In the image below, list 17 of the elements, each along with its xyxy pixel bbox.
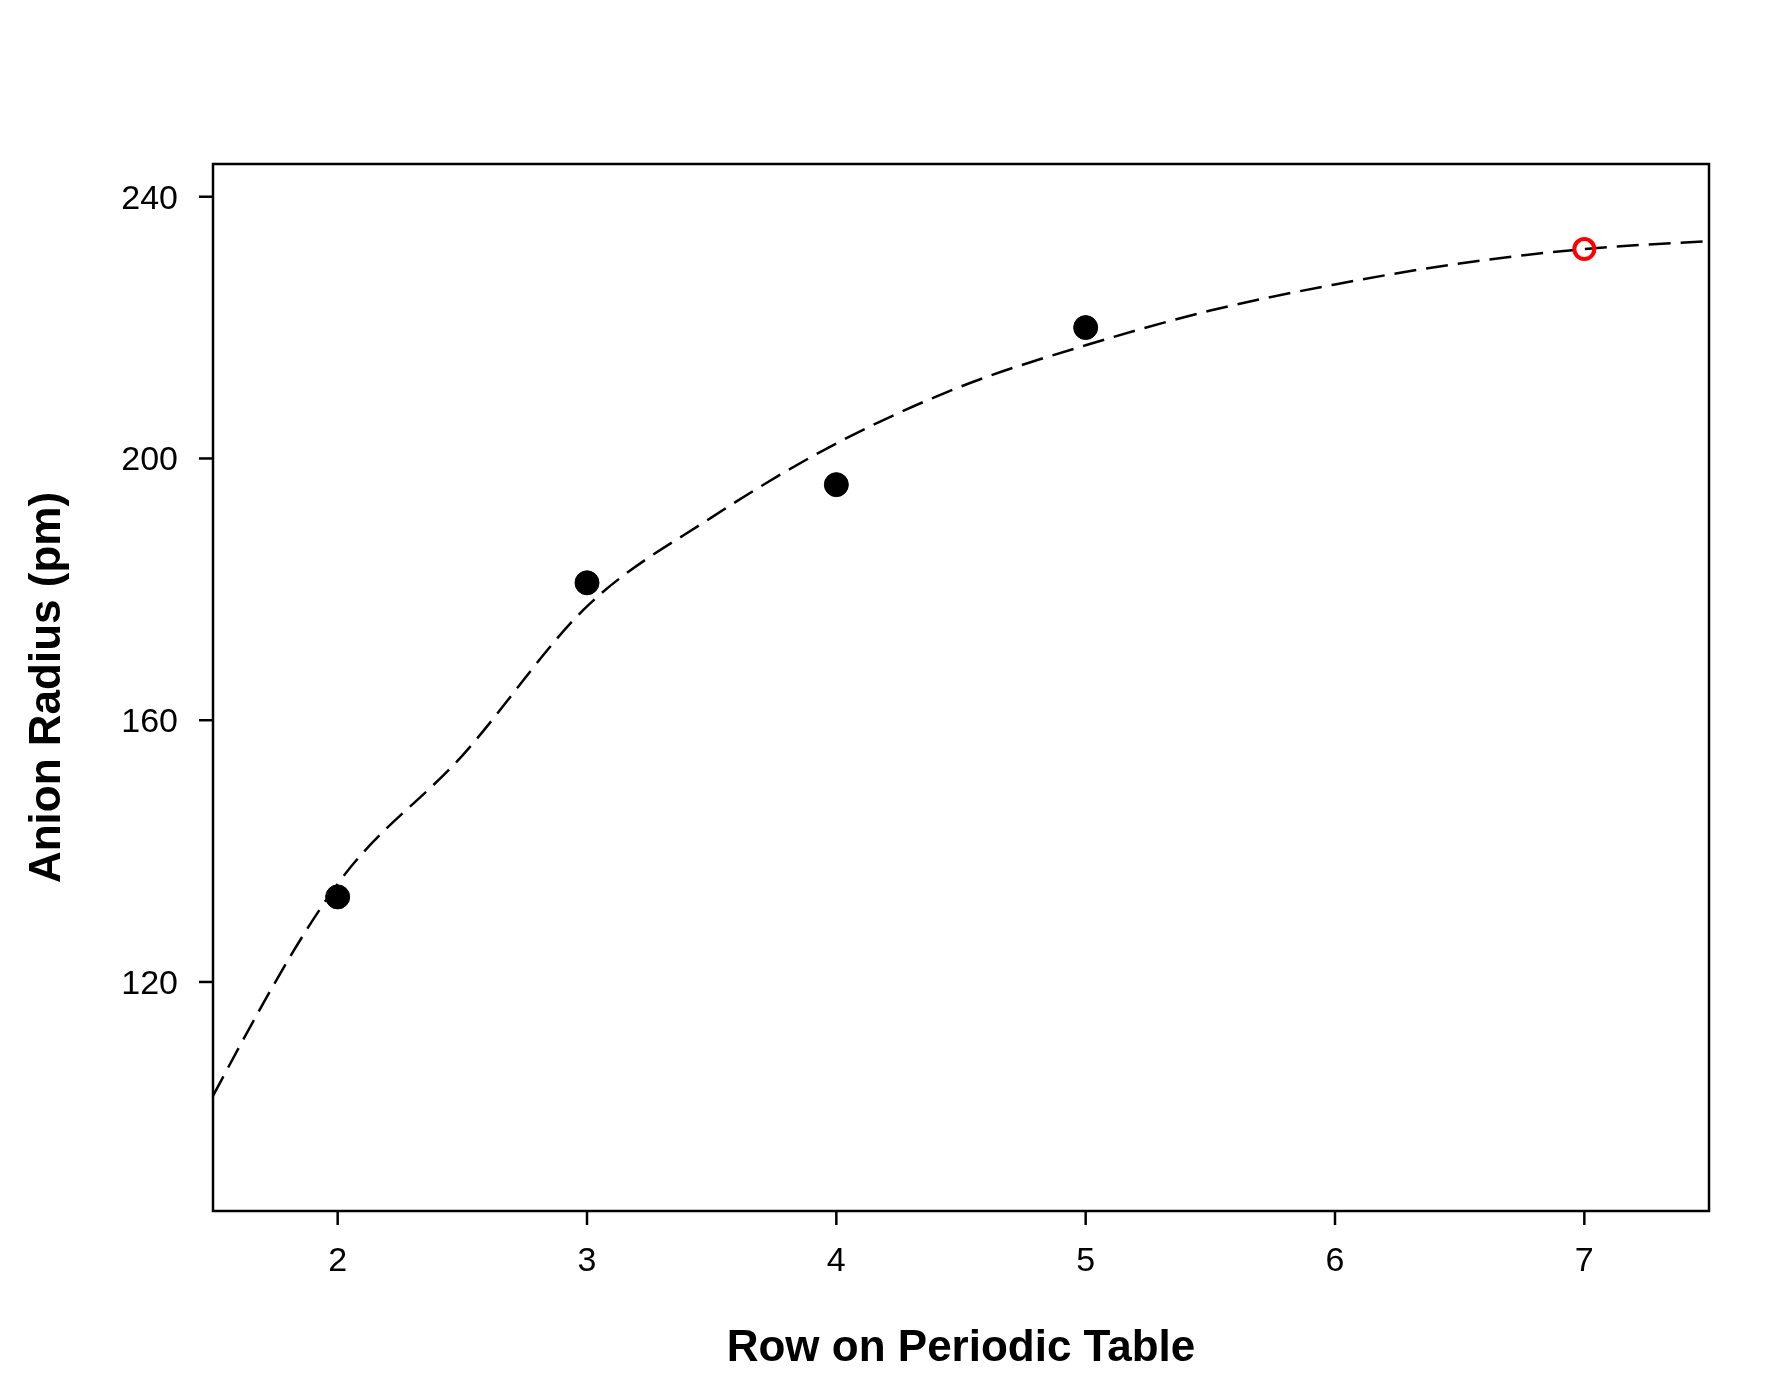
- point: [1572, 237, 1597, 262]
- x-tick-label: 4: [826, 1240, 846, 1278]
- point: [1073, 315, 1099, 341]
- x-tick-label: 6: [1325, 1240, 1345, 1278]
- x-tick-label: 2: [328, 1240, 348, 1278]
- x-axis-title: Row on Periodic Table: [726, 1321, 1196, 1370]
- point: [325, 884, 351, 910]
- x-tick-label: 3: [577, 1240, 597, 1278]
- y-tick-label: 240: [121, 177, 178, 216]
- point: [823, 472, 849, 498]
- y-tick-label: 160: [121, 701, 178, 740]
- point: [574, 570, 600, 596]
- x-tick-label: 5: [1076, 1240, 1096, 1278]
- x-tick-label: 7: [1574, 1240, 1594, 1278]
- y-tick-label: 200: [121, 439, 178, 478]
- y-tick-label: 120: [121, 962, 178, 1001]
- y-axis-title: Anion Radius (pm): [20, 491, 69, 884]
